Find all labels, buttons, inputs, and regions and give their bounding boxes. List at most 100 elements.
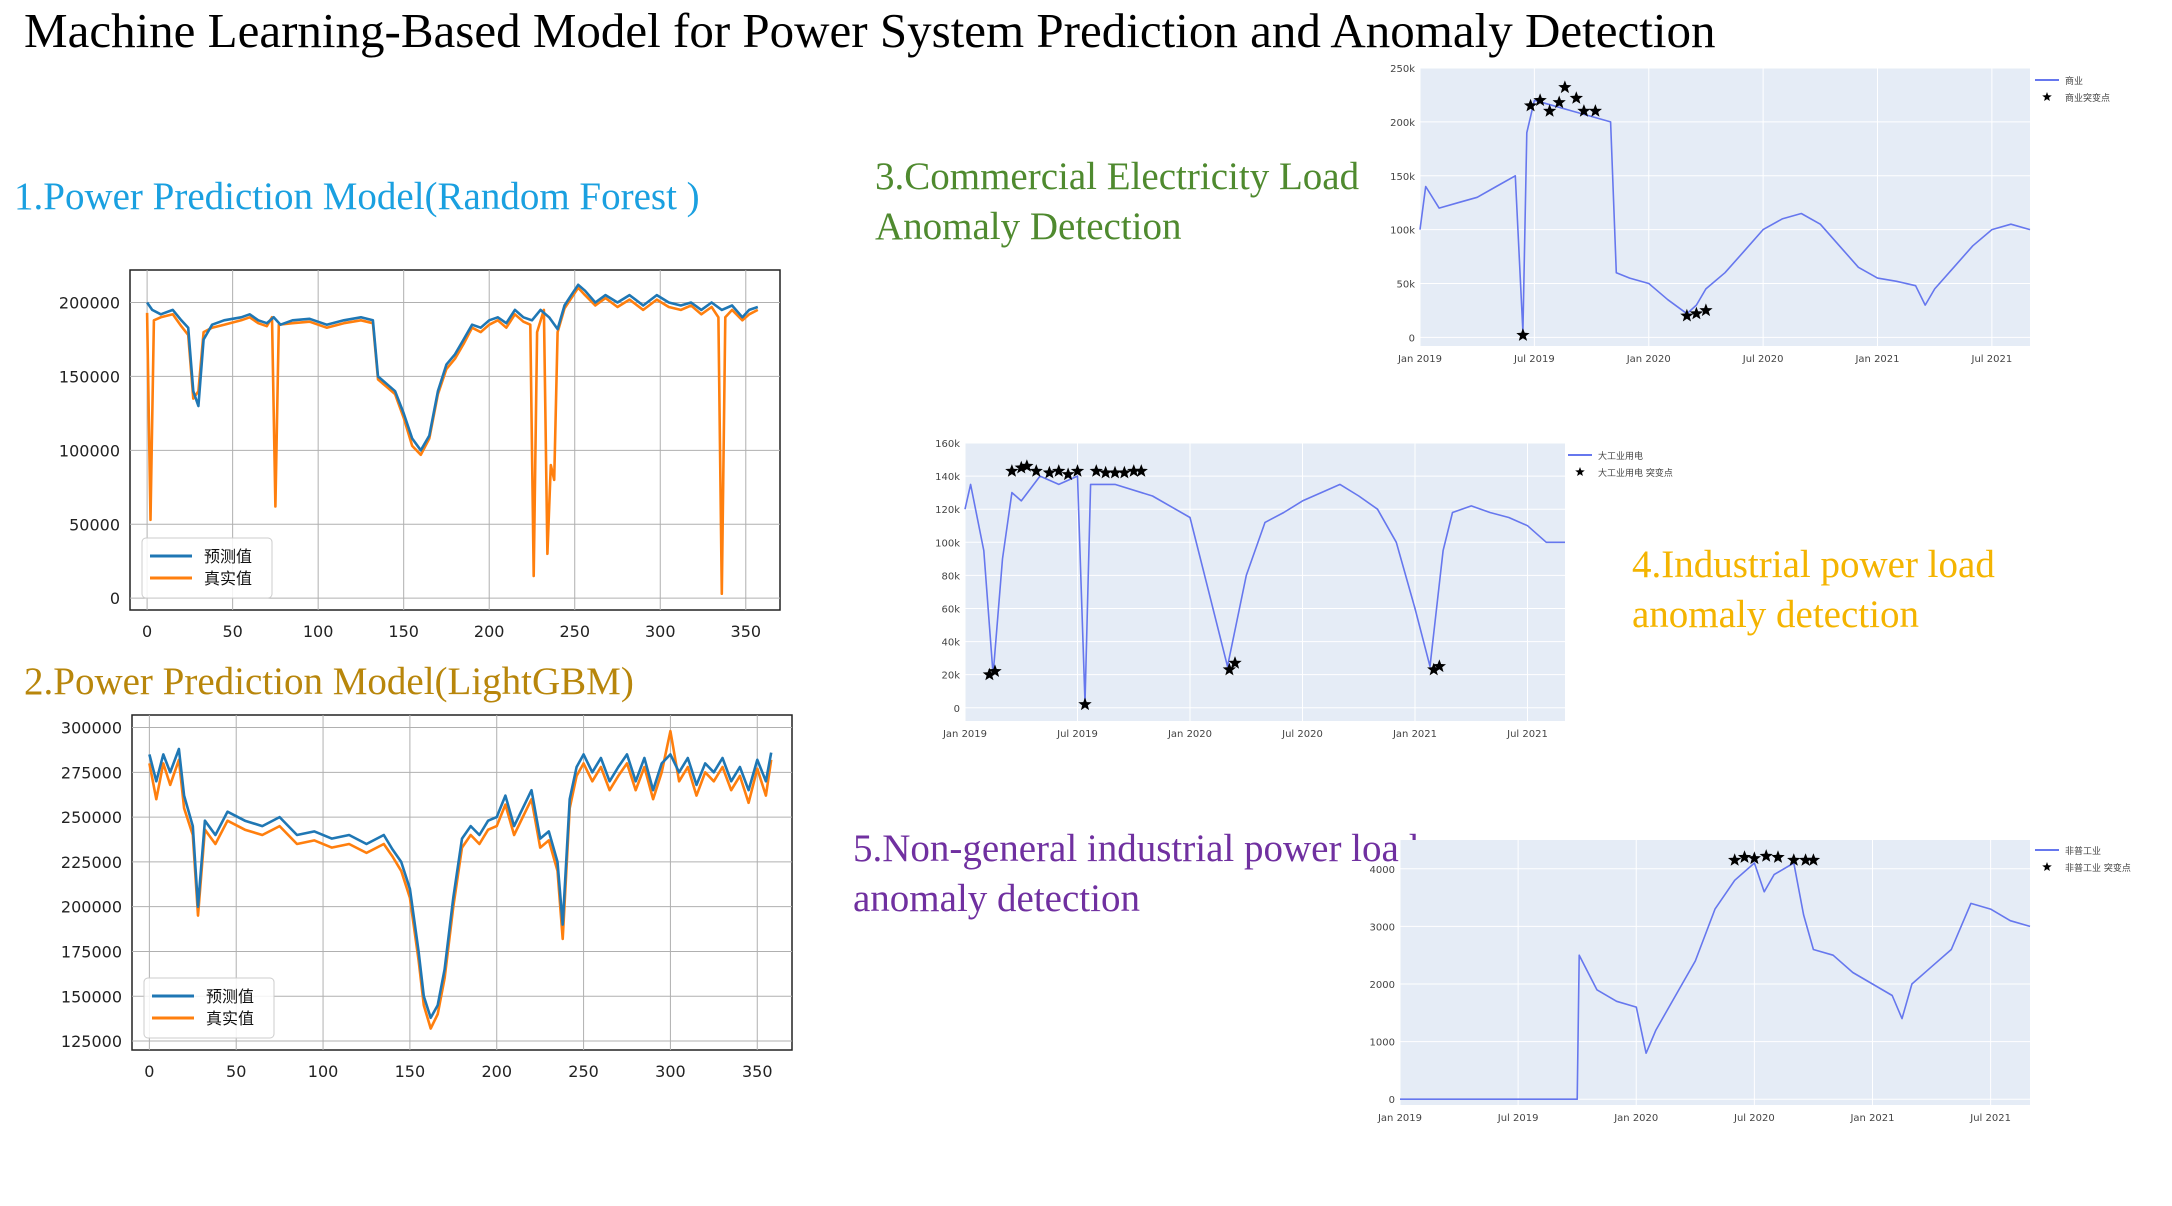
x-tick-label: 350 [731, 622, 762, 641]
x-tick-label: 150 [388, 622, 419, 641]
x-tick-label: Jul 2021 [1506, 729, 1548, 740]
y-tick-label: 100k [1390, 226, 1415, 237]
legend-label: 商业 [2065, 75, 2083, 87]
anomaly-point [1222, 662, 1236, 676]
y-tick-label: 40k [941, 638, 960, 649]
y-tick-label: 0 [1409, 333, 1415, 344]
y-tick-label: 275000 [61, 763, 122, 782]
anomaly-point [1680, 308, 1694, 322]
y-tick-label: 1000 [1370, 1038, 1395, 1049]
anomaly-point [1771, 850, 1785, 863]
x-tick-label: Jan 2020 [1167, 729, 1212, 740]
x-tick-label: 300 [645, 622, 676, 641]
series-line [146, 283, 759, 452]
legend-box [143, 977, 275, 1039]
x-tick-label: 50 [226, 1062, 246, 1081]
legend-label: 真实值 [204, 569, 252, 588]
y-tick-label: 150000 [59, 367, 120, 386]
page-title: Machine Learning-Based Model for Power S… [24, 3, 1716, 58]
y-tick-label: 200000 [59, 294, 120, 313]
x-tick-label: 0 [144, 1062, 154, 1081]
x-tick-label: Jan 2019 [1377, 1113, 1422, 1124]
legend-label: 非普工业 [2065, 845, 2101, 857]
x-tick-label: Jul 2020 [1733, 1113, 1775, 1124]
y-tick-label: 300000 [61, 719, 122, 738]
anomaly-point [1552, 95, 1566, 109]
x-tick-label: Jul 2019 [1513, 354, 1555, 365]
y-tick-label: 60k [941, 604, 960, 615]
y-tick-label: 150000 [61, 987, 122, 1006]
x-tick-label: Jul 2020 [1281, 729, 1323, 740]
x-tick-label: 50 [222, 622, 242, 641]
x-tick-label: Jan 2021 [1849, 1113, 1894, 1124]
anomaly-point [1747, 851, 1761, 865]
anomaly-point [1533, 93, 1547, 106]
x-tick-label: Jan 2020 [1626, 354, 1671, 365]
x-tick-label: 350 [742, 1062, 773, 1081]
legend-label: 非普工业 突变点 [2065, 862, 2131, 874]
series-line [145, 286, 759, 595]
legend-label: 预测值 [206, 987, 254, 1006]
section-title-random-forest: 1.Power Prediction Model(Random Forest ) [14, 175, 700, 218]
y-tick-label: 225000 [61, 853, 122, 872]
y-tick-label: 3000 [1370, 922, 1395, 933]
x-tick-label: Jan 2021 [1392, 729, 1437, 740]
y-tick-label: 140k [935, 472, 960, 483]
chart-random-forest: 0 50000 100000 150000 200000 0 50 100 150 200 250 3… [59, 269, 781, 641]
x-tick-label: 100 [308, 1062, 339, 1081]
anomaly-point [1516, 328, 1530, 341]
anomaly-point [1127, 464, 1141, 477]
section-title-lightgbm: 2.Power Prediction Model(LightGBM) [24, 660, 634, 703]
y-tick-label: 50000 [69, 515, 120, 534]
x-tick-label: 100 [303, 622, 334, 641]
anomaly-point [1699, 303, 1713, 317]
y-tick-label: 250k [1390, 64, 1415, 75]
y-tick-label: 150k [1390, 172, 1415, 183]
anomaly-point [1543, 104, 1557, 117]
series-line [964, 475, 1565, 704]
anomaly-point [1577, 104, 1591, 117]
x-tick-label: Jan 2019 [942, 729, 987, 740]
y-tick-label: 0 [1389, 1095, 1395, 1106]
y-tick-label: 20k [941, 671, 960, 682]
anomaly-point [1108, 465, 1122, 479]
anomaly-point [1134, 464, 1148, 477]
anomaly-point [1089, 464, 1103, 477]
chart-industrial-anomaly: 0 20k 40k 60k 80k 100k 120k 140k 160k Jan 2019 Jul… [935, 439, 1673, 740]
x-tick-label: 200 [474, 622, 505, 641]
y-tick-label: 200000 [61, 898, 122, 917]
anomaly-point [1052, 464, 1066, 477]
y-tick-label: 120k [935, 505, 960, 516]
y-tick-label: 100k [935, 538, 960, 549]
anomaly-point [1689, 306, 1704, 320]
anomaly-point [1759, 849, 1773, 862]
series-line [1419, 99, 2031, 333]
y-tick-label: 200k [1390, 118, 1415, 129]
y-tick-label: 4000 [1370, 865, 1395, 876]
anomaly-point [1020, 459, 1034, 472]
x-tick-label: 0 [142, 622, 152, 641]
anomaly-point [1005, 464, 1019, 477]
x-tick-label: Jan 2021 [1854, 354, 1899, 365]
anomaly-point [1042, 465, 1056, 479]
legend-box [141, 537, 273, 599]
anomaly-point [1523, 98, 1538, 112]
y-tick-label: 250000 [61, 808, 122, 827]
anomaly-point [1078, 697, 1092, 711]
section-title-industrial: 4.Industrial power load anomaly detectio… [1632, 543, 1995, 636]
chart-lightgbm: 125000 150000 175000 200000 225000 250000 2750… [61, 714, 793, 1081]
y-tick-label: 80k [941, 571, 960, 582]
anomaly-point [1728, 853, 1742, 866]
legend-swatch [2042, 862, 2052, 871]
series-line [148, 747, 773, 1020]
anomaly-point [1558, 80, 1572, 94]
legend-label: 大工业用电 突变点 [1598, 467, 1673, 479]
y-tick-label: 100000 [59, 441, 120, 460]
anomaly-point [988, 664, 1002, 677]
legend-label: 大工业用电 [1598, 450, 1643, 462]
legend-label: 真实值 [206, 1009, 254, 1028]
y-tick-label: 50k [1396, 280, 1415, 291]
legend-swatch [1575, 467, 1585, 476]
anomaly-point [1569, 91, 1583, 104]
y-tick-label: 160k [935, 439, 960, 450]
